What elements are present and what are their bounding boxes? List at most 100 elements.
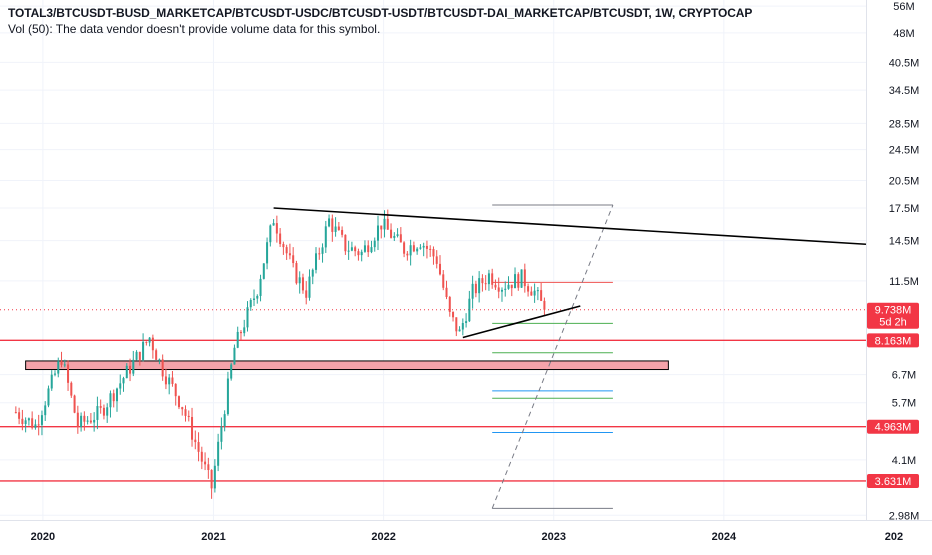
candle-body [337, 226, 340, 230]
candle-body [63, 364, 66, 366]
candle-body [448, 297, 451, 312]
x-tick-label: 2022 [371, 531, 395, 543]
x-tick-label: 2023 [541, 531, 565, 543]
candle-body [171, 377, 174, 384]
candle-body [409, 245, 412, 256]
x-axis[interactable]: 2020 2021 2022 2023 2024 202 [0, 520, 932, 544]
candle-body [187, 415, 190, 417]
candle-body [324, 226, 327, 248]
y-axis[interactable]: 56M 48M 40.5M 34.5M 28.5M 24.5M 20.5M 17.5M 14.5… [866, 0, 932, 550]
candle-body [67, 364, 70, 383]
candle-body [93, 419, 96, 423]
candle-body [442, 274, 445, 288]
price-badge-label: 4.963M [875, 422, 912, 434]
y-tick-label: 17.5M [889, 203, 920, 215]
candle-body [341, 229, 344, 235]
candle-body [106, 407, 109, 416]
candle-body [523, 269, 526, 287]
candle-body [292, 255, 295, 264]
candle-body [425, 245, 428, 249]
candle-body [148, 337, 151, 343]
candle-body [487, 273, 490, 285]
y-axis-panel [866, 0, 932, 550]
candle-body [311, 269, 314, 277]
candle-body [223, 414, 226, 427]
candle-body [115, 388, 119, 402]
x-tick-label: 2021 [201, 531, 225, 543]
candle-body [331, 218, 334, 232]
price-badge-label: 9.738M [875, 305, 912, 317]
candle-body [494, 284, 497, 288]
candle-body [18, 412, 21, 419]
candle-body [259, 278, 262, 296]
candle-body [80, 415, 83, 427]
candle-body [396, 234, 399, 236]
trendline [462, 305, 581, 339]
chart-title: TOTAL3/BTCUSDT-BUSD_MARKETCAP/BTCUSDT-US… [8, 6, 753, 20]
candle-body [119, 383, 122, 389]
candle-body [536, 290, 539, 292]
candle-body [109, 393, 112, 408]
y-tick-label: 14.5M [889, 236, 920, 248]
candle-body [151, 337, 154, 351]
candle-body [288, 253, 291, 256]
candle-body [491, 273, 494, 285]
candle-body [210, 469, 213, 489]
candle-body [220, 426, 223, 442]
candle-body [217, 441, 220, 466]
candle-body [275, 223, 278, 234]
candle-body [279, 233, 282, 245]
candle-body [370, 247, 373, 253]
candle-body [403, 242, 406, 254]
candle-body [86, 420, 89, 422]
resistance-zone [25, 360, 669, 371]
candle-body [399, 234, 402, 243]
candle-body [363, 245, 366, 252]
y-tick-label: 20.5M [889, 176, 920, 188]
candle-body [60, 361, 63, 365]
candle-body [122, 378, 125, 384]
candle-body [83, 415, 86, 422]
candle-body [168, 377, 171, 385]
x-tick-label: 2024 [712, 531, 737, 543]
candle-body [510, 284, 513, 289]
y-tick-label: 48M [893, 28, 914, 40]
candle-body [243, 327, 246, 334]
fib-diagonal [491, 204, 614, 509]
candle-body [262, 263, 265, 279]
candle-body [239, 331, 242, 334]
candle-body [40, 415, 43, 425]
candle-body [31, 418, 34, 428]
candle-body [37, 424, 40, 426]
candle-body [47, 388, 50, 406]
candle-body [191, 416, 194, 440]
grid [0, 0, 866, 520]
candle-body [155, 350, 158, 360]
candle-body [44, 405, 47, 416]
candle-body [272, 223, 275, 226]
candle-body [435, 256, 438, 264]
candle-body [138, 351, 141, 360]
price-badge [867, 333, 919, 348]
candle-body [471, 283, 474, 299]
candle-body [373, 240, 376, 248]
candle-body [517, 274, 520, 288]
candle-body [282, 244, 285, 248]
candle-body [295, 263, 298, 284]
candle-body [236, 331, 239, 348]
candle-body [70, 382, 73, 396]
candle-body [129, 365, 132, 374]
candle-body [230, 364, 233, 379]
candle-body [177, 396, 180, 408]
candle-body [520, 269, 523, 288]
candle-body [112, 393, 115, 402]
candle-body [347, 250, 350, 252]
candle-body [484, 283, 487, 285]
candle-body [256, 295, 259, 299]
y-tick-label: 2.98M [889, 510, 920, 522]
candle-body [181, 407, 184, 410]
candle-body [393, 235, 396, 238]
candle-body [354, 247, 357, 252]
zone-rect [25, 360, 669, 371]
